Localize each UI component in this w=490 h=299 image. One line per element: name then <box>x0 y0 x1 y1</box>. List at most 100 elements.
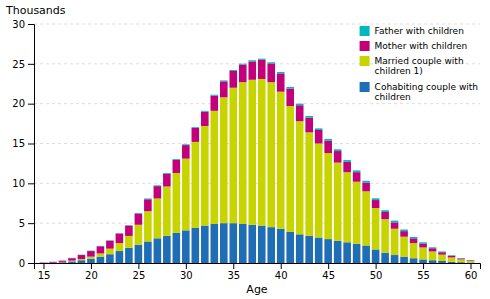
tick-mark <box>423 263 424 269</box>
bar <box>467 260 475 262</box>
axis-line <box>35 264 481 270</box>
tick-mark <box>233 263 234 269</box>
bar <box>343 172 351 242</box>
tick: 40 <box>275 263 288 281</box>
bar <box>296 121 304 234</box>
bar <box>125 225 133 226</box>
bar <box>78 255 86 259</box>
tick: 10 <box>12 178 34 189</box>
bar <box>267 82 275 227</box>
tick-label: 30 <box>180 270 193 281</box>
bar <box>211 96 219 111</box>
bar <box>239 224 247 263</box>
bar <box>182 144 190 146</box>
bar <box>182 145 190 159</box>
legend-item: Married couple withchildren 1) <box>360 56 464 76</box>
tick-label: 40 <box>275 270 288 281</box>
legend-swatch <box>360 41 370 51</box>
axis-line <box>28 25 35 264</box>
bar <box>296 104 304 106</box>
bar <box>467 261 475 263</box>
bar <box>315 128 323 130</box>
bar <box>400 230 408 232</box>
bar <box>125 226 133 236</box>
tick-mark <box>28 223 34 224</box>
bar <box>400 257 408 263</box>
bar <box>419 243 427 247</box>
bar <box>381 212 389 219</box>
tick-mark <box>43 263 44 269</box>
bar <box>116 243 124 251</box>
bar <box>429 251 437 260</box>
bar <box>125 236 133 248</box>
bar <box>353 170 361 172</box>
legend: Father with childrenMother with children… <box>360 26 478 102</box>
bar <box>410 237 418 238</box>
bar <box>429 260 437 263</box>
bar <box>239 65 247 83</box>
bar <box>372 249 380 263</box>
tick: 25 <box>133 263 146 281</box>
bar <box>78 254 86 255</box>
tick-label: 35 <box>227 270 240 281</box>
bar <box>68 258 76 260</box>
bar <box>144 211 152 241</box>
bar <box>59 261 67 262</box>
bar <box>296 105 304 121</box>
bar <box>173 159 181 161</box>
tick-mark <box>138 263 139 269</box>
legend-item: Mother with children <box>360 41 468 51</box>
bar <box>49 261 57 262</box>
bar <box>211 224 219 263</box>
bar <box>78 260 86 263</box>
bar <box>438 261 446 263</box>
tick-mark <box>28 183 34 184</box>
bar <box>448 256 456 258</box>
bar <box>87 251 95 257</box>
bar <box>239 82 247 224</box>
bar <box>173 173 181 233</box>
bar <box>286 106 294 232</box>
bar <box>229 71 237 88</box>
bar <box>229 223 237 263</box>
bar <box>429 247 437 249</box>
bar <box>315 130 323 144</box>
y-axis-title: Thousands <box>5 4 66 17</box>
tick-label: 55 <box>417 270 430 281</box>
bar <box>211 94 219 96</box>
legend-label: Cohabiting couple withchildren <box>375 82 478 102</box>
bar <box>448 262 456 263</box>
bar <box>438 255 446 261</box>
bar <box>135 212 143 214</box>
tick: 30 <box>180 263 193 281</box>
tick-label: 45 <box>322 270 335 281</box>
legend-swatch <box>360 26 370 36</box>
bar <box>144 198 152 200</box>
bar <box>192 127 200 129</box>
bar <box>248 80 256 225</box>
bar <box>381 253 389 263</box>
bar <box>438 251 446 253</box>
bar <box>211 111 219 224</box>
tick: 30 <box>12 19 34 30</box>
bar <box>78 259 86 260</box>
bar <box>372 198 380 200</box>
bar <box>97 253 105 256</box>
tick: 25 <box>12 59 34 70</box>
bar-series <box>59 79 475 263</box>
tick-label: 25 <box>12 59 25 70</box>
bar <box>201 110 209 112</box>
bar <box>40 262 48 263</box>
bar <box>334 241 342 263</box>
bar <box>277 229 285 263</box>
bar <box>438 252 446 254</box>
tick: 55 <box>417 263 430 281</box>
bar <box>97 245 105 246</box>
tick-label: 20 <box>85 270 98 281</box>
tick: 50 <box>370 263 383 281</box>
tick-label: 5 <box>19 218 25 229</box>
legend-label: Married couple withchildren 1) <box>375 56 464 76</box>
bar <box>391 255 399 263</box>
grid-line <box>34 103 480 104</box>
tick-label: 15 <box>12 138 25 149</box>
